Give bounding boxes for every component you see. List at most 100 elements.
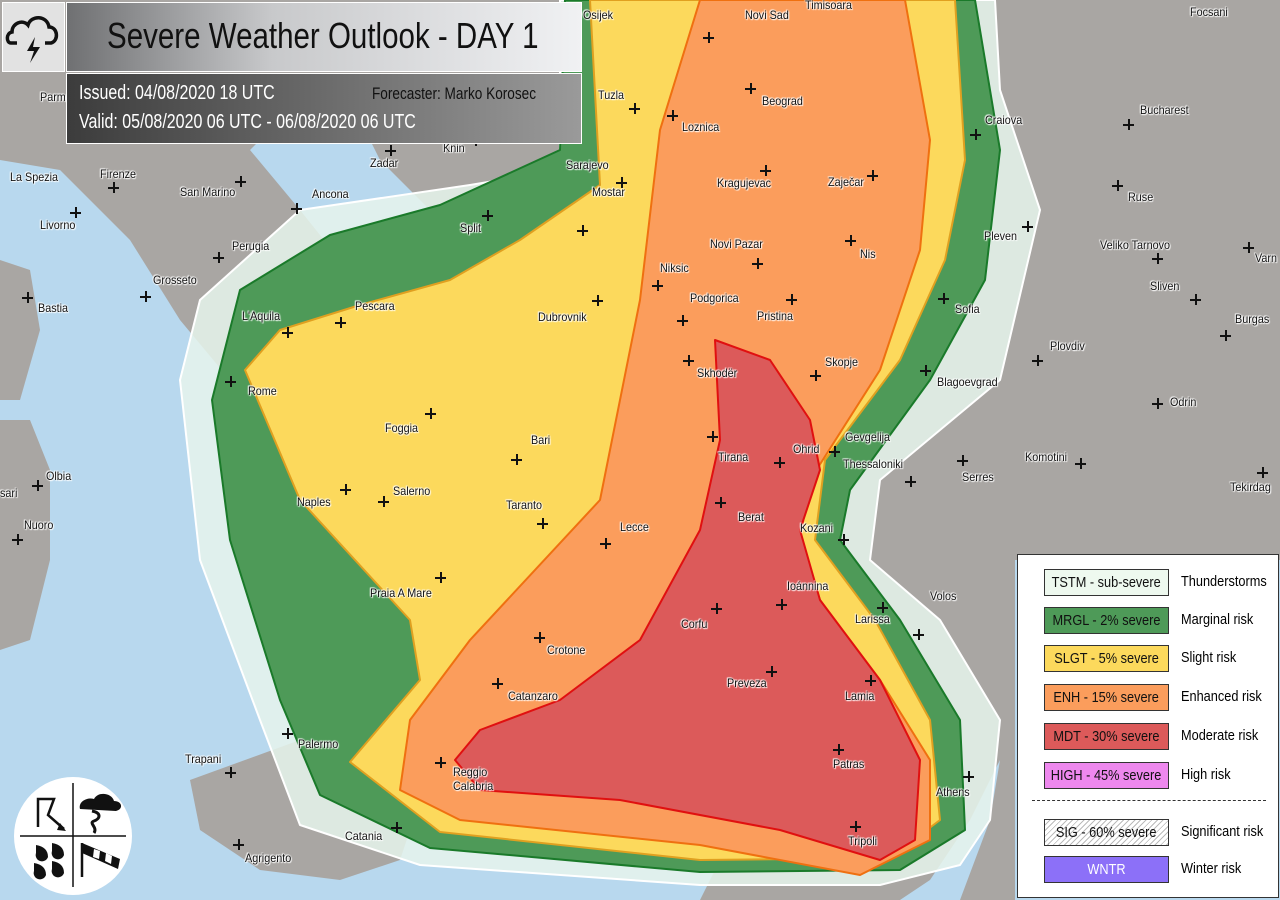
- city-label: Loznica: [682, 120, 720, 134]
- city-marker-icon: [282, 327, 293, 338]
- legend-description: Significant risk: [1181, 823, 1264, 840]
- city-label: Ruse: [1128, 190, 1154, 204]
- city-marker-icon: [492, 678, 503, 689]
- city-label: Reggio Calabria: [453, 765, 494, 793]
- city-marker-icon: [752, 258, 763, 269]
- city-marker-icon: [786, 294, 797, 305]
- legend-code: WNTR: [1087, 861, 1126, 878]
- city-label: Serres: [962, 470, 994, 484]
- city-marker-icon: [776, 599, 787, 610]
- legend-swatch: MDT - 30% severe: [1044, 723, 1169, 750]
- info-banner: Issued: 04/08/2020 18 UTC Forecaster: Ma…: [66, 73, 582, 144]
- city-marker-icon: [810, 370, 821, 381]
- city-marker-icon: [703, 32, 714, 43]
- city-marker-icon: [1190, 294, 1201, 305]
- city-marker-icon: [920, 365, 931, 376]
- city-marker-icon: [745, 83, 756, 94]
- city-label: Ohrid: [793, 442, 820, 456]
- city-marker-icon: [833, 744, 844, 755]
- legend-description: Winter risk: [1181, 860, 1242, 877]
- city-marker-icon: [340, 484, 351, 495]
- city-label: Kozani: [800, 521, 834, 535]
- city-label: Knin: [443, 141, 465, 155]
- city-label: Pescara: [355, 299, 395, 313]
- city-label: Burgas: [1235, 312, 1270, 326]
- legend-divider: [1032, 800, 1266, 801]
- city-label: Lecce: [620, 520, 649, 534]
- legend-code: MRGL - 2% severe: [1052, 612, 1161, 629]
- city-label: Podgorica: [690, 291, 739, 305]
- city-marker-icon: [425, 408, 436, 419]
- city-label: Dubrovnik: [538, 310, 587, 324]
- city-label: Pristina: [757, 309, 794, 323]
- city-marker-icon: [677, 315, 688, 326]
- city-label: Focsani: [1190, 5, 1228, 19]
- legend-swatch: ENH - 15% severe: [1044, 684, 1169, 711]
- city-marker-icon: [378, 496, 389, 507]
- city-marker-icon: [391, 822, 402, 833]
- windsock-icon: [80, 843, 120, 877]
- city-marker-icon: [1075, 458, 1086, 469]
- forecaster: Forecaster: Marko Korosec: [372, 84, 537, 103]
- city-marker-icon: [12, 534, 23, 545]
- city-label: Osijek: [583, 8, 614, 22]
- city-marker-icon: [867, 170, 878, 181]
- city-marker-icon: [70, 207, 81, 218]
- lightning-icon: [36, 797, 66, 831]
- city-marker-icon: [335, 317, 346, 328]
- city-marker-icon: [1152, 398, 1163, 409]
- city-marker-icon: [22, 292, 33, 303]
- city-label: Praia A Mare: [370, 586, 432, 600]
- valid-period: Valid: 05/08/2020 06 UTC - 06/08/2020 06…: [79, 111, 416, 133]
- city-marker-icon: [537, 518, 548, 529]
- city-label: Livorno: [40, 218, 76, 232]
- city-marker-icon: [683, 355, 694, 366]
- legend-code: ENH - 15% severe: [1053, 689, 1160, 706]
- city-marker-icon: [913, 629, 924, 640]
- legend-description: Marginal risk: [1181, 611, 1254, 628]
- city-label: Ioánnina: [787, 579, 829, 593]
- hazard-icons: [14, 777, 132, 895]
- city-marker-icon: [1032, 355, 1043, 366]
- city-marker-icon: [592, 295, 603, 306]
- city-marker-icon: [291, 203, 302, 214]
- page-title: Severe Weather Outlook - DAY 1: [107, 15, 539, 56]
- city-marker-icon: [1257, 467, 1268, 478]
- legend: TSTM - sub-severe Thunderstorms MRGL - 2% …: [1017, 554, 1279, 898]
- city-label: Veliko Tarnovo: [1100, 238, 1171, 252]
- city-marker-icon: [577, 225, 588, 236]
- city-label: Blagoevgrad: [937, 375, 998, 389]
- city-label: Tripoli: [848, 834, 878, 848]
- city-label: Plovdiv: [1050, 339, 1085, 353]
- city-marker-icon: [711, 603, 722, 614]
- city-label: Patras: [833, 757, 865, 771]
- city-label: Foggia: [385, 421, 419, 435]
- city-marker-icon: [774, 457, 785, 468]
- city-label: Palermo: [298, 737, 339, 751]
- city-label: Zadar: [370, 156, 399, 170]
- title-banner: Severe Weather Outlook - DAY 1: [66, 2, 582, 72]
- city-marker-icon: [1123, 119, 1134, 130]
- city-marker-icon: [225, 767, 236, 778]
- city-label: Lamia: [845, 689, 875, 703]
- city-marker-icon: [652, 280, 663, 291]
- city-marker-icon: [970, 129, 981, 140]
- city-label: Nis: [860, 247, 876, 261]
- city-label: Crotone: [547, 643, 586, 657]
- city-marker-icon: [616, 177, 627, 188]
- legend-description: Moderate risk: [1181, 727, 1259, 744]
- legend-code: HIGH - 45% severe: [1051, 767, 1162, 784]
- city-label: Rome: [248, 384, 277, 398]
- rain-drops-icon: [33, 843, 64, 880]
- city-marker-icon: [963, 771, 974, 782]
- city-label: Firenze: [100, 167, 137, 181]
- city-marker-icon: [1220, 330, 1231, 341]
- city-marker-icon: [905, 476, 916, 487]
- legend-description: Enhanced risk: [1181, 688, 1262, 705]
- city-label: Catanzaro: [508, 689, 558, 703]
- city-label: Skopje: [825, 355, 859, 369]
- city-label: Sofia: [955, 302, 980, 316]
- city-marker-icon: [385, 145, 396, 156]
- city-marker-icon: [534, 632, 545, 643]
